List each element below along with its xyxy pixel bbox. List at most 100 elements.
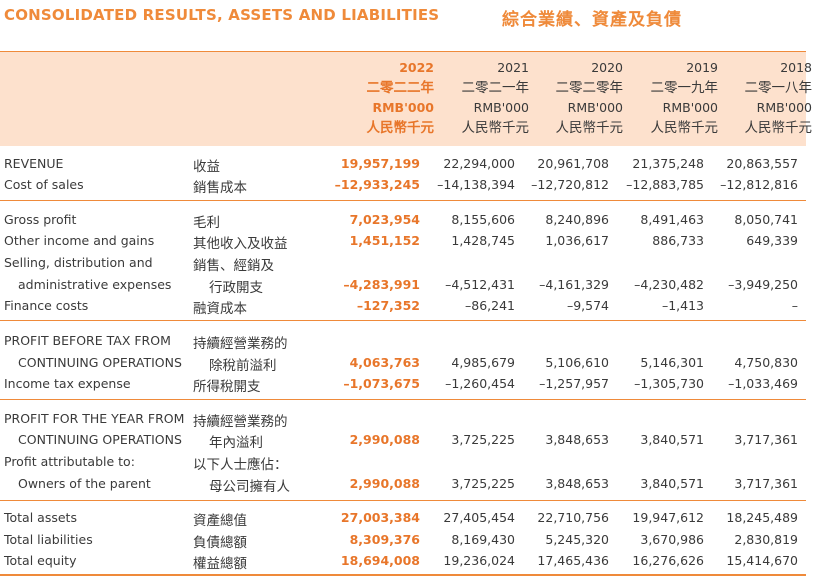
- cell-value: 19,947,612: [632, 510, 704, 525]
- table-row-revenue: REVENUE 收益 19,957,199 22,294,000 20,961,…: [0, 153, 806, 175]
- row-label-chinese: 所得稅開支: [193, 379, 261, 395]
- cell-value: 5,106,610: [545, 355, 609, 370]
- row-label: Gross profit: [4, 212, 77, 227]
- table-row-profit-before-tax-heading: PROFIT BEFORE TAX FROM 持續經營業務的: [0, 330, 806, 352]
- column-header-2019: 2019 二零一九年 RMB'000 人民幣千元: [651, 58, 719, 138]
- row-label: CONTINUING OPERATIONS: [18, 355, 182, 370]
- cell-value: –86,241: [465, 298, 515, 313]
- row-label-chinese: 融資成本: [193, 301, 247, 317]
- cell-value: 16,276,626: [632, 553, 704, 568]
- cell-value: 3,848,653: [545, 432, 609, 447]
- column-year-chinese: 二零二一年: [461, 80, 530, 96]
- section-divider: [0, 200, 806, 201]
- column-header-2018: 2018 二零一八年 RMB'000 人民幣千元: [745, 58, 813, 138]
- row-label: Total liabilities: [4, 532, 93, 547]
- column-year-chinese: 二零一九年: [650, 80, 719, 96]
- column-unit: RMB'000: [662, 100, 718, 115]
- cell-value: 8,240,896: [545, 212, 609, 227]
- row-label: Other income and gains: [4, 233, 155, 248]
- cell-value: –9,574: [566, 298, 609, 313]
- cell-value: 2,830,819: [734, 532, 798, 547]
- row-label: Finance costs: [4, 298, 89, 313]
- column-unit-chinese: 人民幣千元: [744, 120, 813, 136]
- cell-value: 8,169,430: [451, 532, 515, 547]
- row-label-chinese: 持續經營業務的: [193, 336, 288, 352]
- cell-value: 19,236,024: [443, 553, 515, 568]
- row-label: Cost of sales: [4, 177, 84, 192]
- cell-value: 3,840,571: [640, 476, 704, 491]
- row-label: Total equity: [4, 553, 77, 568]
- cell-value: 3,717,361: [734, 432, 798, 447]
- row-label-chinese: 收益: [193, 159, 220, 175]
- column-unit-chinese: 人民幣千元: [650, 120, 719, 136]
- cell-value: 4,063,763: [349, 355, 420, 370]
- row-label: CONTINUING OPERATIONS: [18, 432, 182, 447]
- table-row-administrative-expenses: administrative expenses 行政開支 –4,283,991 …: [0, 274, 806, 296]
- cell-value: 20,863,557: [726, 156, 798, 171]
- section-divider: [0, 399, 806, 400]
- column-unit: RMB'000: [372, 100, 434, 115]
- row-label-chinese: 除稅前溢利: [209, 358, 277, 374]
- cell-value: 27,003,384: [340, 510, 420, 525]
- cell-value: –1,257,957: [539, 376, 609, 391]
- table-row-total-assets: Total assets 資產總值 27,003,384 27,405,454 …: [0, 507, 806, 529]
- cell-value: 2,990,088: [349, 432, 420, 447]
- page-title-chinese: 綜合業績、資產及負債: [502, 10, 682, 30]
- cell-value: –3,949,250: [728, 277, 798, 292]
- column-header-2020: 2020 二零二零年 RMB'000 人民幣千元: [556, 58, 624, 138]
- row-label-chinese: 銷售、經銷及: [193, 258, 274, 274]
- row-label: PROFIT FOR THE YEAR FROM: [4, 411, 185, 426]
- section-divider: [0, 320, 806, 321]
- row-label-chinese: 持續經營業務的: [193, 414, 288, 430]
- row-label-chinese: 以下人士應佔：: [193, 457, 288, 473]
- cell-value: 4,985,679: [451, 355, 515, 370]
- cell-value: –1,260,454: [445, 376, 515, 391]
- cell-value: –12,883,785: [626, 177, 704, 192]
- cell-value: 1,451,152: [349, 233, 420, 248]
- table-row-other-income: Other income and gains 其他收入及收益 1,451,152…: [0, 230, 806, 252]
- table-row-income-tax: Income tax expense 所得稅開支 –1,073,675 –1,2…: [0, 373, 806, 395]
- row-label: Selling, distribution and: [4, 255, 153, 270]
- cell-value: 3,725,225: [451, 476, 515, 491]
- cell-value: 5,146,301: [640, 355, 704, 370]
- cell-value: 5,245,320: [545, 532, 609, 547]
- cell-value: –12,812,816: [720, 177, 798, 192]
- table-bottom-rule: [0, 574, 806, 576]
- cell-value: –4,161,329: [539, 277, 609, 292]
- table-top-rule: [0, 51, 806, 52]
- cell-value: –1,073,675: [343, 376, 420, 391]
- column-year-chinese: 二零一八年: [744, 80, 813, 96]
- cell-value: 20,961,708: [537, 156, 609, 171]
- cell-value: –1,033,469: [728, 376, 798, 391]
- table-row-finance-costs: Finance costs 融資成本 –127,352 –86,241 –9,5…: [0, 295, 806, 317]
- cell-value: 22,294,000: [443, 156, 515, 171]
- column-year: 2022: [399, 60, 434, 75]
- row-label-chinese: 銷售成本: [193, 180, 247, 196]
- cell-value: 8,155,606: [451, 212, 515, 227]
- column-unit-chinese: 人民幣千元: [461, 120, 530, 136]
- row-label-chinese: 其他收入及收益: [193, 236, 288, 252]
- row-label: PROFIT BEFORE TAX FROM: [4, 333, 171, 348]
- cell-value: 886,733: [652, 233, 704, 248]
- cell-value: 8,491,463: [640, 212, 704, 227]
- cell-value: 3,725,225: [451, 432, 515, 447]
- row-label: Owners of the parent: [18, 476, 151, 491]
- cell-value: 21,375,248: [632, 156, 704, 171]
- row-label-chinese: 權益總額: [193, 556, 247, 572]
- row-label-chinese: 行政開支: [209, 280, 263, 296]
- table-row-total-equity: Total equity 權益總額 18,694,008 19,236,024 …: [0, 550, 806, 572]
- table-row-profit-before-tax: CONTINUING OPERATIONS 除稅前溢利 4,063,763 4,…: [0, 352, 806, 374]
- cell-value: –127,352: [356, 298, 420, 313]
- cell-value: –4,230,482: [634, 277, 704, 292]
- cell-value: 4,750,830: [734, 355, 798, 370]
- cell-value: –4,512,431: [445, 277, 515, 292]
- column-unit: RMB'000: [756, 100, 812, 115]
- cell-value: –1,413: [661, 298, 704, 313]
- column-unit: RMB'000: [473, 100, 529, 115]
- cell-value: 8,050,741: [734, 212, 798, 227]
- table-row-profit-for-year-heading: PROFIT FOR THE YEAR FROM 持續經營業務的: [0, 408, 806, 430]
- cell-value: 649,339: [746, 233, 798, 248]
- column-header-2022: 2022 二零二二年 RMB'000 人民幣千元: [367, 58, 435, 138]
- column-year: 2021: [497, 60, 529, 75]
- cell-value: 18,694,008: [340, 553, 420, 568]
